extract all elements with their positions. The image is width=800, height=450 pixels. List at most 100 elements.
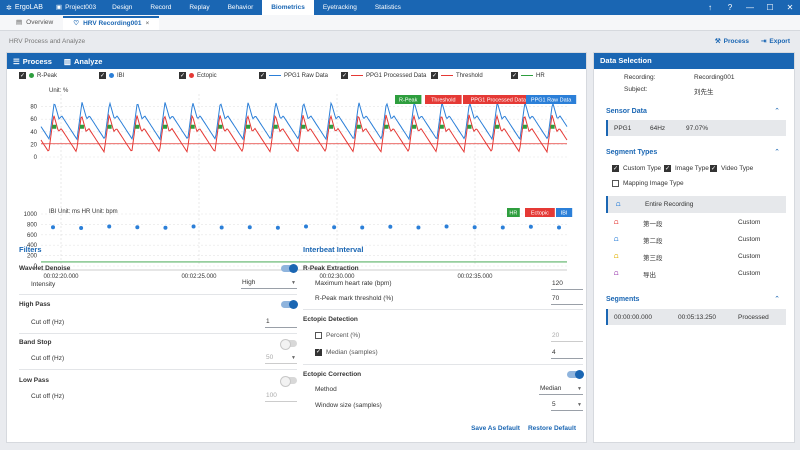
- lowpass-cutoff-input[interactable]: 100: [265, 391, 297, 402]
- checkbox[interactable]: ✓: [431, 72, 438, 79]
- divider: [19, 333, 297, 334]
- save-as-default-button[interactable]: Save As Default: [471, 425, 520, 432]
- window-size-select[interactable]: 5 ▼: [551, 400, 583, 411]
- badge-ectopic: Ectopic: [531, 211, 549, 217]
- menu-project[interactable]: ▣ Project003: [49, 0, 103, 15]
- legend-ectopic[interactable]: ✓ Ectopic: [179, 72, 259, 79]
- legend-threshold[interactable]: ✓ Threshold: [431, 72, 511, 79]
- legend-ppg-processed[interactable]: ✓ PPG1 Processed Data: [341, 72, 431, 79]
- menu-behavior[interactable]: Behavior: [227, 4, 254, 11]
- legend-hr[interactable]: ✓ HR: [511, 72, 561, 79]
- segment-item-1[interactable]: ⩍ 第一段 Custom: [606, 214, 786, 231]
- type-custom[interactable]: ✓ Custom Type: [612, 165, 661, 172]
- wavelet-toggle[interactable]: [281, 263, 298, 273]
- process-panel-header: ☰ Process ▥ Analyze: [7, 53, 586, 69]
- type-video[interactable]: ✓ Video Type: [710, 165, 753, 172]
- process-tab[interactable]: ☰ Process: [13, 57, 52, 66]
- bottom-axis-unit-label: IBI Unit: ms HR Unit: bpm: [49, 209, 118, 215]
- checkbox[interactable]: ✓: [341, 72, 348, 79]
- segment-name: Entire Recording: [645, 201, 694, 208]
- restore-default-button[interactable]: Restore Default: [527, 425, 576, 432]
- legend-rpeak[interactable]: ✓ R-Peak: [19, 72, 99, 79]
- segment-name: 第一段: [643, 220, 663, 228]
- close-window-icon[interactable]: ✕: [786, 3, 794, 12]
- menu-eyetracking[interactable]: Eyetracking: [322, 4, 357, 11]
- process-button[interactable]: ⚒ Process: [715, 37, 749, 46]
- rpeak-marker: [522, 124, 527, 129]
- bandstop-toggle[interactable]: [280, 338, 297, 350]
- checkbox[interactable]: ✓: [710, 165, 717, 172]
- ibi-point: [388, 224, 393, 229]
- rpeak-marker: [467, 124, 472, 129]
- segment-item-3[interactable]: ⩍ 第三段 Custom: [606, 248, 786, 265]
- maximize-icon[interactable]: ☐: [766, 3, 774, 12]
- ibi-point: [416, 225, 421, 230]
- checkbox[interactable]: ✓: [179, 72, 186, 79]
- tab-overview[interactable]: ▤ Overview: [6, 16, 63, 30]
- menu-design[interactable]: Design: [112, 4, 133, 11]
- menu-statistics[interactable]: Statistics: [374, 4, 401, 11]
- upload-icon[interactable]: ↑: [708, 3, 712, 12]
- highpass-toggle[interactable]: [281, 299, 298, 309]
- ibi-point: [107, 224, 112, 229]
- hrv-chart-svg[interactable]: Unit: % IBI Unit: ms HR Unit: bpm 0 20 40 60 8…: [7, 82, 588, 290]
- median-checkbox[interactable]: ✓: [315, 348, 322, 356]
- type-mapping-image[interactable]: Mapping Image Type: [612, 180, 684, 187]
- method-select[interactable]: Median ▼: [539, 384, 583, 395]
- percent-row[interactable]: Percent (%): [315, 328, 360, 342]
- menu-replay[interactable]: Replay: [189, 4, 210, 11]
- document-icon: ▤: [16, 19, 23, 26]
- max-hr-input[interactable]: 120: [551, 279, 583, 290]
- menu-biometrics[interactable]: Biometrics: [262, 0, 314, 15]
- rpeak-marker: [550, 124, 555, 129]
- checkbox[interactable]: ✓: [612, 165, 619, 172]
- threshold-input[interactable]: 70: [551, 294, 583, 305]
- collapse-caret-icon[interactable]: ⌃: [774, 149, 780, 156]
- highpass-cutoff-input[interactable]: 1: [265, 317, 297, 328]
- tab-hrv-recording[interactable]: ♡ HRV Recording001 ×: [63, 16, 160, 30]
- checkbox[interactable]: ✓: [99, 72, 106, 79]
- ibi-point: [557, 225, 561, 230]
- checkbox[interactable]: ✓: [664, 165, 671, 172]
- median-input[interactable]: 4: [551, 348, 583, 359]
- checkbox[interactable]: ✓: [259, 72, 266, 79]
- y-tick-label: 0: [34, 155, 38, 161]
- badge-ibi-bg: [556, 208, 573, 217]
- help-icon[interactable]: ?: [727, 3, 733, 12]
- sensor-row[interactable]: PPG1 64Hz 97.07%: [606, 120, 786, 136]
- menu-record[interactable]: Record: [150, 4, 172, 11]
- legend-ppg-raw[interactable]: ✓ PPG1 Raw Data: [259, 72, 341, 79]
- app-logo[interactable]: ✲ ErgoLAB: [0, 4, 49, 12]
- ectopic-correction-toggle[interactable]: [567, 369, 584, 379]
- lowpass-toggle[interactable]: [280, 375, 297, 387]
- divider: [303, 364, 583, 365]
- segment-item-entire[interactable]: ⩍ Entire Recording: [606, 196, 786, 213]
- bandstop-label: Band Stop: [19, 338, 52, 346]
- minimize-icon[interactable]: —: [746, 3, 754, 12]
- export-button[interactable]: ⇥ Export: [761, 37, 790, 46]
- rpeak-marker: [163, 124, 168, 129]
- type-label: Image Type: [675, 165, 709, 172]
- segment-name: 第三段: [643, 254, 663, 262]
- analyze-tab[interactable]: ▥ Analyze: [64, 57, 102, 66]
- percent-input[interactable]: 20: [551, 331, 583, 342]
- hrv-chart[interactable]: Unit: % IBI Unit: ms HR Unit: bpm 0 20 40 60 8…: [7, 82, 588, 290]
- legend-ibi[interactable]: ✓ IBI: [99, 72, 179, 79]
- segment-item-4[interactable]: ⩍ 导出 Custom: [606, 265, 786, 282]
- checkbox[interactable]: [612, 180, 619, 187]
- collapse-caret-icon[interactable]: ⌃: [774, 296, 780, 303]
- rpeak-marker: [218, 124, 223, 129]
- type-image[interactable]: ✓ Image Type: [664, 165, 709, 172]
- close-tab-icon[interactable]: ×: [145, 20, 150, 27]
- percent-checkbox[interactable]: [315, 331, 322, 339]
- chart-legend: ✓ R-Peak ✓ IBI ✓ Ectopic ✓ PPG1 Raw Data ✓ PP…: [7, 69, 586, 82]
- bandstop-cutoff-select[interactable]: 50 ▼: [265, 353, 297, 364]
- collapse-caret-icon[interactable]: ⌃: [774, 108, 780, 115]
- checkbox[interactable]: ✓: [19, 72, 26, 79]
- rpeak-marker: [79, 124, 84, 129]
- checkbox[interactable]: ✓: [511, 72, 518, 79]
- segment-item-2[interactable]: ⩍ 第二段 Custom: [606, 231, 786, 248]
- median-row[interactable]: ✓ Median (samples): [315, 345, 378, 359]
- segment-row[interactable]: 00:00:00.000 00:05:13.250 Processed: [606, 309, 786, 325]
- intensity-select[interactable]: High ▼: [241, 278, 297, 289]
